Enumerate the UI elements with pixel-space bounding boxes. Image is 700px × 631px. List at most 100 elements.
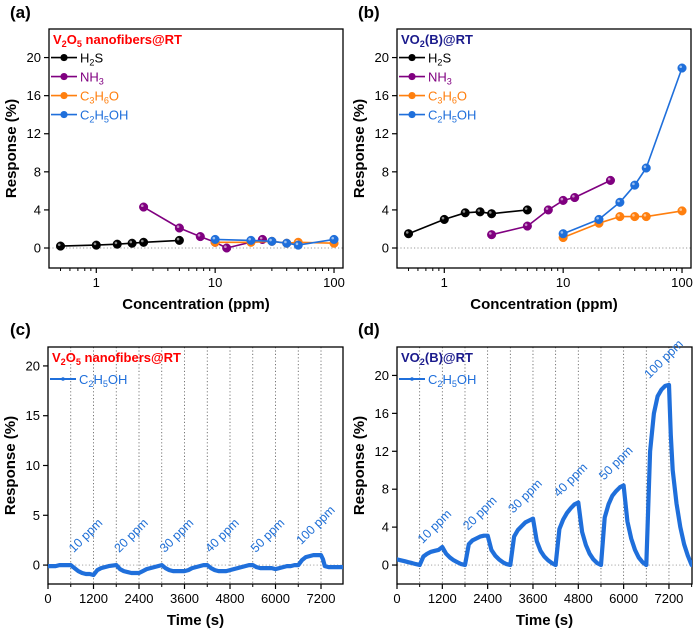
legend-label-part: H (442, 108, 451, 123)
x-axis-title: Time (s) (516, 612, 573, 629)
legend-label-part: H (442, 372, 451, 387)
y-tick-label: 12 (375, 444, 389, 459)
data-point-highlight (405, 231, 409, 234)
data-point-highlight (212, 236, 216, 240)
data-point-highlight (643, 165, 647, 169)
legend-label-part: O (457, 89, 467, 104)
data-point-highlight (632, 182, 635, 186)
legend-label-part: OH (109, 108, 129, 123)
legend-label-part: 5 (104, 115, 109, 125)
data-point-NH3 (139, 202, 149, 212)
data-point-highlight (477, 209, 481, 212)
x-tick-label: 1200 (79, 591, 108, 606)
panel-title-part: 5 (76, 357, 81, 367)
data-point-H2S (174, 235, 184, 245)
data-point-highlight (295, 242, 299, 246)
data-point-highlight (331, 236, 335, 240)
data-point-highlight (269, 238, 272, 242)
panel-title: V2O5 nanofibers@RT (53, 32, 182, 49)
legend-label: C3H6O (80, 89, 119, 106)
data-point-highlight (259, 236, 263, 240)
data-point-highlight (248, 237, 251, 241)
concentration-annotation: 10 ppm (415, 507, 454, 546)
y-tick-label: 20 (375, 368, 389, 383)
concentration-annotation: 100 ppm (293, 503, 337, 547)
x-tick-label: 10 (208, 275, 222, 290)
data-point-NH3 (605, 175, 616, 185)
legend-label: C2H5OH (428, 372, 476, 389)
x-tick-label: 0 (44, 591, 51, 606)
concentration-annotation: 50 ppm (596, 443, 635, 482)
legend-item-NH3: NH3 (51, 70, 104, 87)
data-point-H2S (460, 208, 470, 218)
data-point-highlight (679, 65, 683, 69)
y-axis-title: Response (%) (3, 99, 20, 198)
y-tick-label: 4 (34, 202, 41, 217)
panel-title-part: VO (401, 32, 420, 47)
legend-marker (408, 110, 416, 119)
data-point-highlight (488, 232, 492, 235)
series-line-H2S (407, 209, 529, 235)
legend-label-part: 3 (447, 77, 452, 87)
x-tick-label: 1200 (428, 591, 457, 606)
y-axis-title: Response (%) (351, 99, 368, 198)
data-point-highlight (129, 240, 133, 244)
y-tick-label: 4 (382, 520, 389, 535)
legend-label-part: C (428, 89, 437, 104)
series-group (48, 552, 343, 578)
x-tick-label: 6000 (261, 591, 290, 606)
concentration-annotation: 20 ppm (111, 516, 150, 555)
data-point-H2S (522, 205, 532, 215)
legend-label-part: C (79, 372, 88, 387)
data-point-C2H5OH (246, 235, 256, 245)
data-point-highlight (488, 211, 492, 214)
data-point-NH3 (558, 195, 568, 205)
concentration-annotation: 30 ppm (506, 476, 545, 515)
panel-title-part: VO (401, 350, 420, 365)
y-tick-label: 12 (375, 126, 389, 141)
data-point-NH3 (487, 230, 497, 240)
x-tick-label: 6000 (609, 591, 638, 606)
panel-title-part: 2 (420, 357, 425, 367)
data-point-highlight (462, 210, 466, 213)
legend-label-part: 2 (89, 115, 94, 125)
panel-label: (b) (358, 3, 380, 22)
legend-label: C2H5OH (79, 372, 127, 389)
concentration-annotation: 30 ppm (157, 516, 196, 555)
y-tick-label: 8 (34, 164, 41, 179)
data-point-H2S (112, 239, 122, 249)
panel-a: (a) 1 10 100 0 4 8 12 16 20 Concentration (ppm) Res… (3, 3, 345, 313)
data-point-highlight (617, 213, 620, 217)
y-tick-label: 16 (375, 88, 389, 103)
data-point-highlight (617, 199, 620, 203)
y-tick-label: 20 (27, 50, 41, 65)
legend-label-part: C (80, 108, 89, 123)
y-tick-label: 16 (375, 406, 389, 421)
plot-frame (396, 346, 693, 585)
data-point-C2H5OH (267, 236, 277, 246)
legend-item-C2H5OH: C2H5OH (51, 108, 128, 125)
legend-label: C2H5OH (80, 108, 128, 125)
panel-title-part: 2 (62, 39, 67, 49)
legend-label: H2S (80, 51, 103, 68)
y-tick-label: 12 (27, 126, 41, 141)
x-tick-label: 10 (556, 275, 570, 290)
data-point-NH3 (174, 223, 184, 233)
series-group (397, 382, 692, 568)
series-line-C2H5OH (48, 552, 343, 578)
x-tick-label: 7200 (654, 591, 683, 606)
data-point-highlight (284, 240, 287, 244)
legend-label-part: O (109, 89, 119, 104)
legend-label-part: 3 (89, 96, 94, 106)
legend-label: NH3 (80, 70, 104, 87)
panel-d: (d) 0 1200 2400 3600 4800 6000 7200 0 4 8 12 16 20 Tim… (351, 320, 693, 629)
legend-label-part: NH (80, 70, 99, 85)
data-point-highlight (596, 216, 599, 220)
data-point-C2H5OH (329, 234, 339, 244)
panel-title-part: V (52, 350, 61, 365)
legend-marker (408, 72, 416, 81)
panel-title-part: O (66, 350, 76, 365)
x-tick-label: 100 (671, 275, 693, 290)
data-point-C2H5OH (210, 234, 220, 244)
